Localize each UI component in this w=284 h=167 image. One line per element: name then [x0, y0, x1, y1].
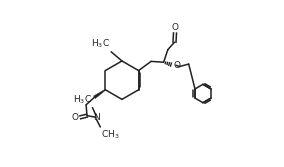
Text: O: O — [174, 61, 181, 70]
Text: $\mathregular{CH_3}$: $\mathregular{CH_3}$ — [101, 129, 120, 141]
Text: $\mathregular{H_3C}$: $\mathregular{H_3C}$ — [91, 38, 110, 50]
Text: O: O — [72, 113, 79, 122]
Text: N: N — [93, 113, 99, 122]
Text: $\mathregular{H_3C}$: $\mathregular{H_3C}$ — [73, 94, 92, 106]
Text: O: O — [172, 23, 179, 32]
Polygon shape — [94, 89, 106, 99]
